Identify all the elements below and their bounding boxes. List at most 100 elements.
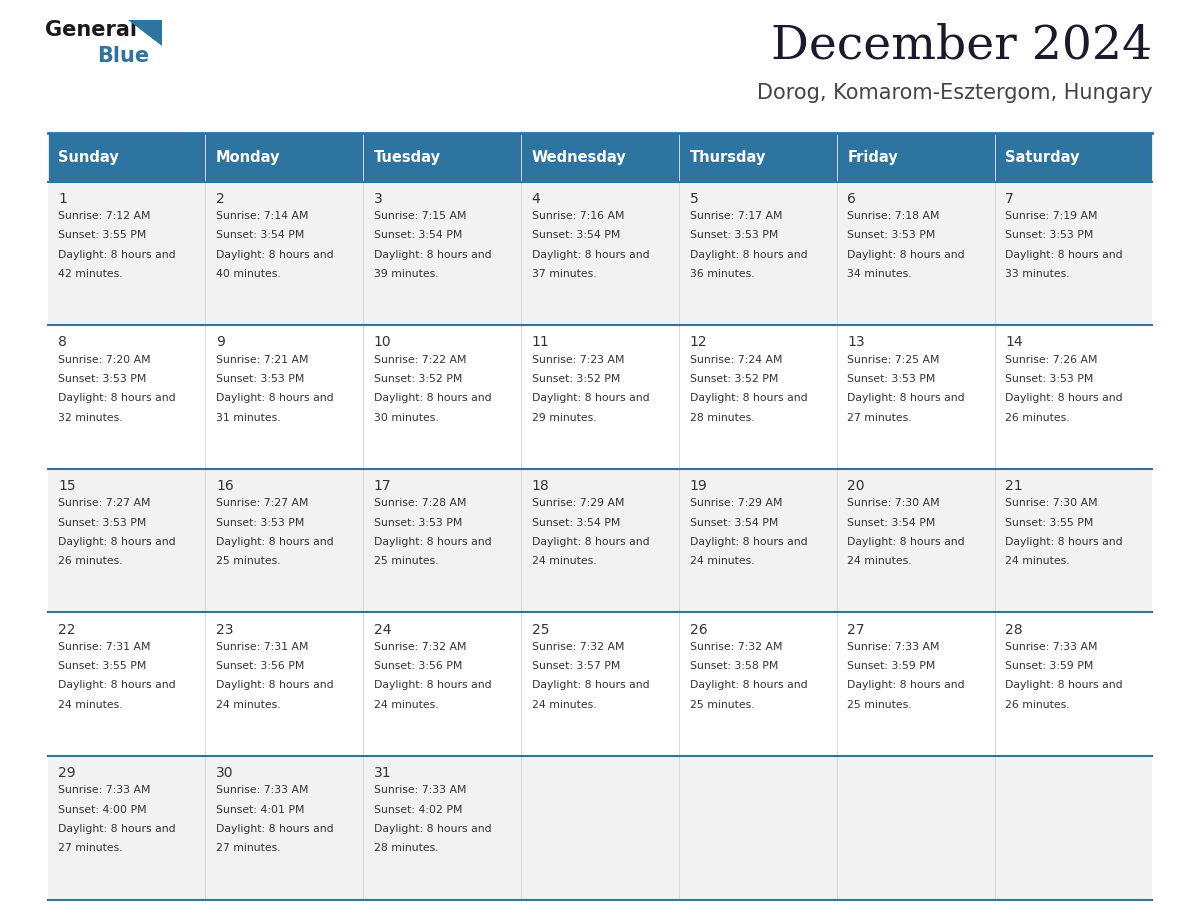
- Text: December 2024: December 2024: [771, 23, 1152, 68]
- Text: Sunset: 3:59 PM: Sunset: 3:59 PM: [1005, 661, 1094, 671]
- Text: Daylight: 8 hours and: Daylight: 8 hours and: [58, 824, 176, 834]
- Bar: [48, 612, 206, 756]
- Text: Daylight: 8 hours and: Daylight: 8 hours and: [216, 824, 334, 834]
- Bar: [522, 182, 678, 325]
- Text: 22: 22: [58, 622, 76, 636]
- Text: Sunset: 3:53 PM: Sunset: 3:53 PM: [689, 230, 778, 241]
- Text: 24 minutes.: 24 minutes.: [532, 556, 596, 566]
- Text: 30: 30: [216, 767, 234, 780]
- Text: Sunrise: 7:32 AM: Sunrise: 7:32 AM: [374, 642, 467, 652]
- Text: 25 minutes.: 25 minutes.: [216, 556, 280, 566]
- Bar: [48, 756, 206, 900]
- Text: 10: 10: [374, 335, 392, 350]
- Text: Daylight: 8 hours and: Daylight: 8 hours and: [58, 250, 176, 260]
- Text: 11: 11: [532, 335, 550, 350]
- Text: Sunrise: 7:32 AM: Sunrise: 7:32 AM: [532, 642, 624, 652]
- Bar: [206, 612, 364, 756]
- Bar: [364, 469, 522, 612]
- Text: 5: 5: [689, 192, 699, 206]
- Bar: [48, 325, 206, 469]
- Text: 1: 1: [58, 192, 67, 206]
- Text: 39 minutes.: 39 minutes.: [374, 269, 438, 279]
- Text: Daylight: 8 hours and: Daylight: 8 hours and: [689, 680, 807, 690]
- Text: Daylight: 8 hours and: Daylight: 8 hours and: [847, 250, 965, 260]
- Text: Sunrise: 7:25 AM: Sunrise: 7:25 AM: [847, 354, 940, 364]
- Text: Sunrise: 7:31 AM: Sunrise: 7:31 AM: [58, 642, 151, 652]
- Bar: [994, 756, 1152, 900]
- Text: Sunrise: 7:33 AM: Sunrise: 7:33 AM: [58, 786, 151, 795]
- Bar: [206, 325, 364, 469]
- Bar: [364, 325, 522, 469]
- Bar: [48, 469, 206, 612]
- Text: 16: 16: [216, 479, 234, 493]
- Text: 31: 31: [374, 767, 392, 780]
- Text: Sunset: 3:53 PM: Sunset: 3:53 PM: [58, 518, 146, 528]
- Text: 17: 17: [374, 479, 392, 493]
- Bar: [994, 133, 1152, 182]
- Text: Sunrise: 7:14 AM: Sunrise: 7:14 AM: [216, 211, 309, 221]
- Text: Sunset: 3:53 PM: Sunset: 3:53 PM: [216, 518, 304, 528]
- Text: 37 minutes.: 37 minutes.: [532, 269, 596, 279]
- Text: Friday: Friday: [847, 150, 898, 165]
- Bar: [678, 469, 836, 612]
- Text: 24 minutes.: 24 minutes.: [847, 556, 912, 566]
- Text: Tuesday: Tuesday: [374, 150, 441, 165]
- Text: Sunrise: 7:29 AM: Sunrise: 7:29 AM: [689, 498, 782, 509]
- Text: Sunset: 3:53 PM: Sunset: 3:53 PM: [216, 374, 304, 384]
- Text: Sunrise: 7:28 AM: Sunrise: 7:28 AM: [374, 498, 467, 509]
- Text: 27 minutes.: 27 minutes.: [216, 844, 280, 853]
- Text: 24 minutes.: 24 minutes.: [689, 556, 754, 566]
- Text: 24 minutes.: 24 minutes.: [1005, 556, 1070, 566]
- Text: Sunrise: 7:31 AM: Sunrise: 7:31 AM: [216, 642, 309, 652]
- Text: Sunset: 3:53 PM: Sunset: 3:53 PM: [1005, 230, 1094, 241]
- Text: 36 minutes.: 36 minutes.: [689, 269, 754, 279]
- Text: Sunset: 3:55 PM: Sunset: 3:55 PM: [58, 661, 146, 671]
- Bar: [836, 133, 994, 182]
- Text: Sunrise: 7:15 AM: Sunrise: 7:15 AM: [374, 211, 467, 221]
- Text: Saturday: Saturday: [1005, 150, 1080, 165]
- Text: 27: 27: [847, 622, 865, 636]
- Text: Sunset: 4:00 PM: Sunset: 4:00 PM: [58, 805, 147, 814]
- Text: Sunset: 3:54 PM: Sunset: 3:54 PM: [374, 230, 462, 241]
- Text: 42 minutes.: 42 minutes.: [58, 269, 122, 279]
- Text: Daylight: 8 hours and: Daylight: 8 hours and: [216, 537, 334, 547]
- Text: 25 minutes.: 25 minutes.: [689, 700, 754, 710]
- Text: 14: 14: [1005, 335, 1023, 350]
- Text: Wednesday: Wednesday: [532, 150, 626, 165]
- Bar: [836, 612, 994, 756]
- Text: Daylight: 8 hours and: Daylight: 8 hours and: [216, 680, 334, 690]
- Text: Sunrise: 7:17 AM: Sunrise: 7:17 AM: [689, 211, 782, 221]
- Text: 12: 12: [689, 335, 707, 350]
- Bar: [994, 325, 1152, 469]
- Bar: [836, 756, 994, 900]
- Bar: [836, 182, 994, 325]
- Text: Sunrise: 7:24 AM: Sunrise: 7:24 AM: [689, 354, 782, 364]
- Text: Sunset: 3:56 PM: Sunset: 3:56 PM: [216, 661, 304, 671]
- Bar: [48, 182, 206, 325]
- Text: Sunrise: 7:33 AM: Sunrise: 7:33 AM: [1005, 642, 1098, 652]
- Text: 26 minutes.: 26 minutes.: [1005, 412, 1070, 422]
- Text: 29 minutes.: 29 minutes.: [532, 412, 596, 422]
- Text: Sunrise: 7:18 AM: Sunrise: 7:18 AM: [847, 211, 940, 221]
- Text: 28: 28: [1005, 622, 1023, 636]
- Text: 27 minutes.: 27 minutes.: [58, 844, 122, 853]
- Text: Sunrise: 7:26 AM: Sunrise: 7:26 AM: [1005, 354, 1098, 364]
- Text: Sunrise: 7:30 AM: Sunrise: 7:30 AM: [847, 498, 940, 509]
- Text: Daylight: 8 hours and: Daylight: 8 hours and: [1005, 250, 1123, 260]
- Text: 32 minutes.: 32 minutes.: [58, 412, 122, 422]
- Text: 24 minutes.: 24 minutes.: [216, 700, 280, 710]
- Text: Daylight: 8 hours and: Daylight: 8 hours and: [1005, 393, 1123, 403]
- Text: Monday: Monday: [216, 150, 280, 165]
- Text: Sunset: 3:52 PM: Sunset: 3:52 PM: [532, 374, 620, 384]
- Text: 34 minutes.: 34 minutes.: [847, 269, 912, 279]
- Bar: [364, 612, 522, 756]
- Bar: [994, 182, 1152, 325]
- Text: 24 minutes.: 24 minutes.: [58, 700, 122, 710]
- Text: Daylight: 8 hours and: Daylight: 8 hours and: [689, 393, 807, 403]
- Text: 4: 4: [532, 192, 541, 206]
- Text: Daylight: 8 hours and: Daylight: 8 hours and: [847, 537, 965, 547]
- Bar: [48, 133, 206, 182]
- Text: Sunrise: 7:21 AM: Sunrise: 7:21 AM: [216, 354, 309, 364]
- Text: Sunset: 3:55 PM: Sunset: 3:55 PM: [1005, 518, 1094, 528]
- Text: Sunset: 3:52 PM: Sunset: 3:52 PM: [374, 374, 462, 384]
